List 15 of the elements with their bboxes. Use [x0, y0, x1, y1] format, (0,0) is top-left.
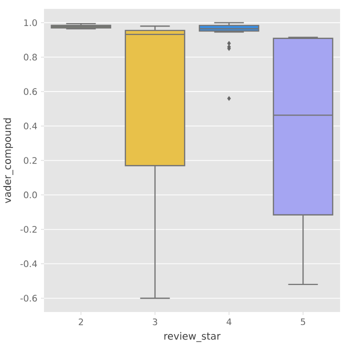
- y-tick-label: -0.2: [20, 226, 37, 233]
- x-tick-label: 4: [226, 318, 232, 326]
- y-tick-label: 0.6: [24, 88, 37, 96]
- y-tick-label: 0.2: [24, 157, 37, 164]
- y-tick-label: 1.0: [24, 19, 37, 26]
- x-tick-label: 3: [152, 318, 158, 326]
- y-tick-label: -0.4: [20, 260, 37, 268]
- y-tick-label: 0.8: [24, 54, 37, 61]
- y-tick-label: -0.6: [20, 294, 37, 302]
- x-tick-label: 5: [300, 318, 306, 326]
- x-axis-title: review_star: [164, 332, 221, 342]
- y-tick-label: 0.0: [24, 192, 37, 198]
- x-tick-label: 2: [78, 318, 83, 326]
- y-axis-title: vader_compound: [3, 118, 14, 204]
- y-tick-label: 0.4: [24, 122, 37, 130]
